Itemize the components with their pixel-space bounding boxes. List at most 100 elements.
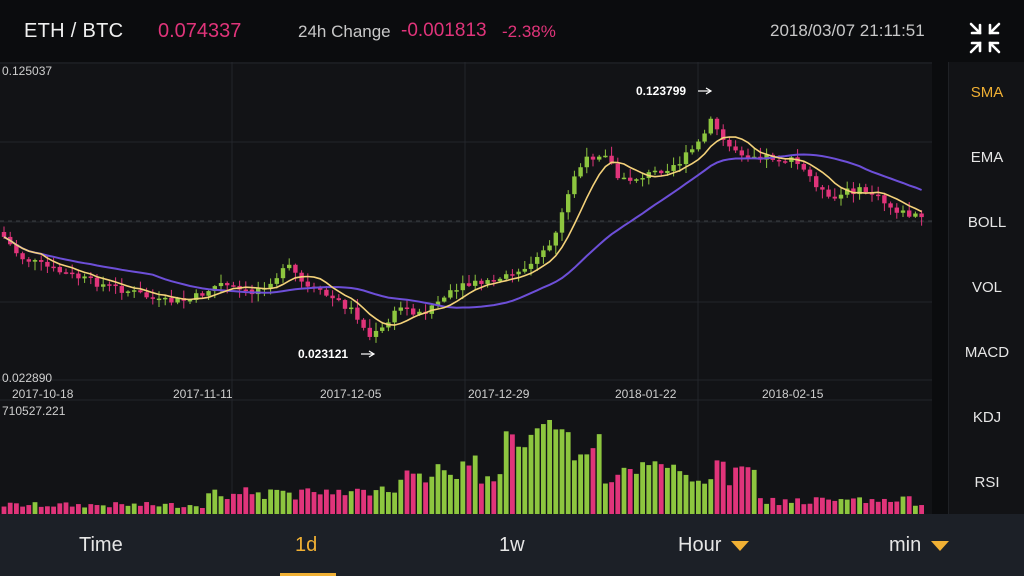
volume-bar	[429, 476, 435, 514]
volume-bar	[807, 503, 813, 514]
candle-body	[336, 298, 341, 301]
active-tab-indicator	[280, 573, 336, 576]
candle-body	[206, 291, 211, 296]
volume-bar	[144, 502, 149, 514]
candle-body	[200, 293, 205, 296]
dropdown-caret-icon	[731, 540, 750, 551]
tab-time[interactable]: Time	[79, 534, 123, 556]
volume-bar	[169, 503, 174, 514]
volume-bar	[702, 483, 707, 514]
high-marker: 0.123799	[636, 84, 713, 98]
volume-bar	[826, 499, 831, 514]
candle-body	[454, 290, 459, 292]
candle-body	[169, 297, 174, 303]
candle-body	[138, 290, 143, 293]
volume-bar	[751, 469, 757, 514]
candle-body	[578, 167, 583, 177]
candle-body	[876, 194, 881, 197]
volume-bar	[739, 466, 745, 514]
candle-body	[491, 280, 496, 282]
candle-body	[119, 286, 124, 293]
volume-bar	[844, 499, 850, 514]
candle-body	[696, 141, 701, 150]
indicator-vol[interactable]: VOL	[971, 279, 1002, 296]
volume-bar	[609, 482, 614, 514]
date-label: 2017-11-11	[173, 387, 233, 401]
candlestick-chart[interactable]: 0.125037 0.022890 710527.221 2017-10-18 …	[0, 62, 932, 514]
low-marker: 0.023121	[298, 347, 376, 361]
candle-body	[652, 170, 658, 173]
volume-bar	[460, 461, 466, 514]
volume-bar	[683, 474, 689, 514]
tab-1d[interactable]: 1d	[295, 534, 318, 556]
candle-body	[820, 187, 825, 190]
volume-bar	[485, 476, 490, 514]
volume-bar	[20, 506, 25, 514]
volume-bar	[497, 474, 503, 514]
candle-body	[516, 271, 521, 275]
tab-min[interactable]: min	[889, 534, 950, 557]
volume-bar	[733, 467, 738, 514]
volume-bar	[249, 494, 255, 514]
candle-body	[528, 263, 534, 269]
candle-body	[907, 210, 912, 217]
volume-bar	[417, 473, 422, 514]
volume-bar	[342, 495, 348, 514]
volume-bar	[671, 464, 676, 514]
candle-body	[355, 307, 360, 320]
candle-body	[330, 295, 335, 299]
volume-bar	[572, 460, 577, 514]
y-max-label: 0.125037	[2, 64, 52, 78]
candle-body	[913, 213, 918, 217]
tab-1w[interactable]: 1w	[499, 534, 525, 556]
candle-body	[392, 310, 397, 323]
tab-hour[interactable]: Hour	[678, 534, 750, 557]
volume-bar	[534, 428, 540, 514]
candle-body	[690, 149, 695, 153]
volume-bar	[894, 501, 900, 514]
candle-body	[776, 159, 782, 162]
indicator-kdj[interactable]: KDJ	[972, 409, 1002, 426]
date-label: 2017-10-18	[12, 387, 74, 401]
volume-bar	[776, 505, 782, 514]
candle-body	[603, 155, 608, 158]
volume-bar	[646, 465, 652, 514]
candle-body	[795, 157, 800, 165]
candle-body	[88, 276, 93, 278]
volume-bar	[472, 455, 478, 514]
volume-bar	[435, 464, 441, 514]
indicator-ema[interactable]: EMA	[970, 149, 1004, 166]
volume-bar	[689, 481, 695, 514]
candle-body	[218, 283, 224, 287]
candle-body	[94, 277, 100, 287]
volume-bar	[156, 506, 162, 514]
candle-body	[349, 307, 354, 310]
volume-bar	[317, 494, 323, 514]
volume-bar	[584, 454, 590, 514]
candle-body	[783, 161, 788, 163]
volume-bar	[26, 505, 32, 514]
volume-bar	[243, 487, 249, 514]
indicator-rsi[interactable]: RSI	[974, 474, 1000, 491]
volume-bar	[615, 474, 621, 514]
collapse-arrows-icon[interactable]	[966, 20, 1004, 56]
volume-bar	[596, 434, 602, 514]
volume-bar	[237, 494, 242, 514]
indicator-sma[interactable]: SMA	[970, 84, 1004, 101]
volume-bar	[708, 479, 714, 514]
svg-text:0.123799: 0.123799	[636, 84, 686, 98]
volume-bar	[131, 503, 137, 514]
indicator-boll[interactable]: BOLL	[967, 214, 1007, 231]
candle-body	[76, 273, 81, 279]
last-price: 0.074337	[158, 20, 242, 42]
candle-body	[522, 268, 527, 272]
indicator-macd[interactable]: MACD	[964, 344, 1010, 361]
volume-bar	[454, 478, 459, 514]
volume-bar	[200, 507, 205, 514]
candle-body	[125, 291, 131, 293]
volume-bar	[38, 506, 44, 514]
volume-bar	[882, 498, 887, 514]
candle-body	[70, 272, 75, 275]
candle-body	[677, 164, 682, 166]
volume-bar	[565, 432, 571, 514]
